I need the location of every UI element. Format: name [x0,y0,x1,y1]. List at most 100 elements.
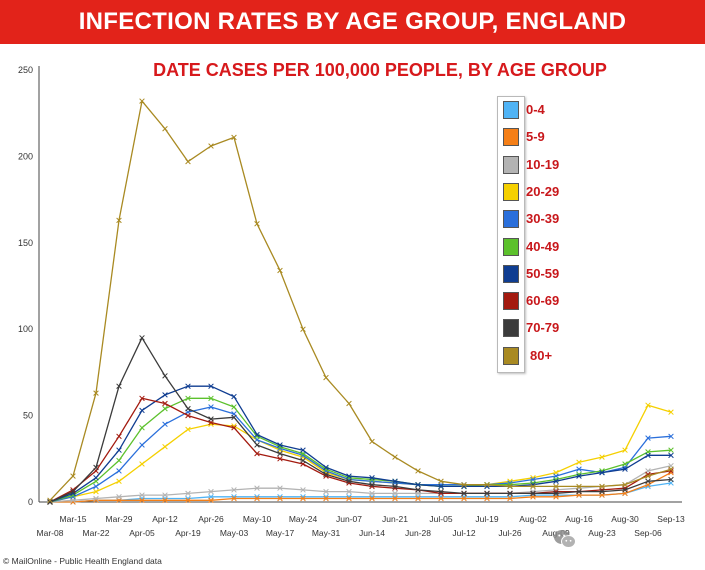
legend-swatch [503,128,519,146]
data-point [599,454,605,460]
data-point [507,495,513,502]
legend-item-50-59: 50-59 [497,261,597,287]
data-point [139,492,145,498]
data-point [208,383,214,389]
data-point [576,483,582,490]
data-point [116,217,122,224]
data-point [576,459,582,466]
data-point [208,416,214,422]
legend-swatch [503,319,519,337]
data-point [392,454,398,460]
y-tick-labels: 0 50 100 150 200 250 [18,65,33,507]
data-point [484,481,490,488]
data-point [116,433,122,440]
x-tick-label: Sep-13 [657,514,685,524]
legend-item-30-39: 30-39 [497,206,597,232]
data-point [484,495,490,502]
data-point [668,466,674,472]
data-point [530,490,536,497]
y-tick-label: 250 [18,65,33,75]
legend: 0-4 5-9 10-19 20-29 30-39 40-49 50-59 60… [497,96,597,376]
data-point [300,447,306,453]
x-tick-label: Aug-02 [519,514,547,524]
data-point [116,494,122,500]
data-point [93,475,99,481]
chart-title: DATE CASES PER 100,000 PEOPLE, BY AGE GR… [153,60,607,80]
data-point [139,497,145,504]
x-tick-label: Jun-28 [405,528,431,538]
data-point [622,466,628,472]
data-point [369,481,375,488]
data-point [185,395,191,402]
data-point [231,404,237,410]
legend-item-5-9: 5-9 [497,124,597,150]
data-point [346,400,352,407]
data-point [438,483,444,490]
data-point [599,483,605,490]
data-point [231,424,237,431]
y-tick-label: 100 [18,324,33,334]
series-line-80-plus [49,100,672,501]
data-point [185,490,191,497]
series-line-5-9 [50,472,672,503]
data-point [300,457,306,464]
data-point [461,495,467,502]
legend-label: 5-9 [526,129,545,144]
data-point [300,326,306,332]
series-line-70-79 [49,337,672,503]
data-point [369,490,375,497]
data-point [300,487,306,493]
data-point [277,485,283,491]
legend-item-40-49: 40-49 [497,234,597,260]
x-tick-label: Jul-26 [498,528,521,538]
data-point [415,495,421,502]
legend-label: 40-49 [526,239,560,254]
data-point [162,443,168,450]
data-point [231,495,237,502]
data-point [93,390,99,396]
page-title: INFECTION RATES BY AGE GROUP, ENGLAND [78,8,627,35]
data-point [254,495,260,502]
data-point [622,447,628,453]
series-line-30-39 [49,406,672,503]
data-point [162,497,168,504]
data-point [622,461,628,467]
x-tick-label: Apr-26 [198,514,224,524]
data-point [254,442,260,448]
data-point [185,497,191,504]
data-point [93,464,99,471]
data-point [139,395,145,402]
data-point [438,488,444,495]
data-point [323,471,329,478]
data-point [323,495,329,502]
x-tick-label: Jun-21 [382,514,408,524]
data-point [139,424,145,431]
x-tick-label: Apr-05 [129,528,155,538]
data-point [599,488,605,495]
data-point [185,412,191,419]
data-point [277,495,283,502]
data-point [162,421,168,427]
legend-swatch [503,101,519,119]
data-point [254,450,260,457]
data-point [461,481,467,488]
data-point [392,495,398,502]
data-point [47,497,53,504]
x-tick-label: May-03 [220,528,249,538]
legend-label: 20-29 [526,184,560,199]
data-point [139,442,145,448]
data-point [438,495,444,502]
data-point [208,404,214,410]
series-line-60-69 [49,397,672,503]
data-point [346,478,352,485]
legend-item-20-29: 20-29 [497,179,597,205]
data-point [231,487,237,493]
data-point [323,374,329,381]
x-tick-label: Mar-29 [106,514,133,524]
data-point [553,478,559,485]
data-point [116,478,122,485]
data-point [70,488,76,495]
data-point [392,490,398,497]
data-point [346,473,352,479]
